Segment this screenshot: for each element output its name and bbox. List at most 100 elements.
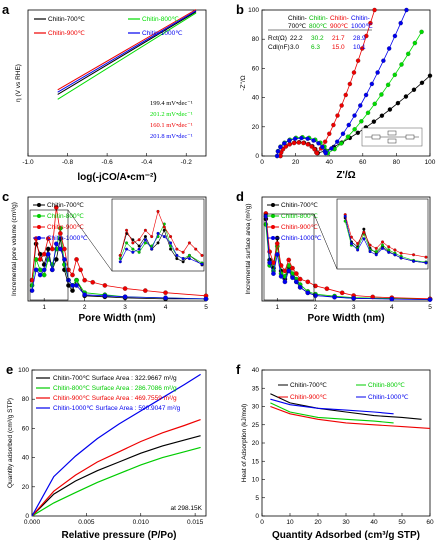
series-line-3	[31, 373, 201, 517]
inset-point	[143, 228, 147, 232]
x-tick-label: 0.000	[24, 519, 41, 526]
data-point	[286, 257, 292, 263]
data-point	[372, 7, 377, 13]
legend-label: Chitin-1000℃	[47, 235, 88, 242]
inset-point	[374, 246, 378, 250]
inset-point	[131, 241, 135, 245]
inset-point	[118, 253, 122, 257]
x-tick-label: 0.005	[78, 519, 95, 526]
data-point	[90, 279, 96, 285]
inset-point	[137, 238, 141, 242]
data-point	[305, 142, 311, 147]
data-point	[163, 290, 168, 295]
series-line-1	[270, 402, 394, 424]
data-point	[398, 20, 403, 26]
data-point	[340, 131, 346, 136]
series-line-0	[57, 11, 197, 95]
data-point	[267, 249, 272, 255]
inset-point	[374, 250, 378, 254]
table-header: Chitin-	[330, 15, 349, 22]
y-tick-label: 35	[252, 385, 260, 392]
inset-point	[387, 245, 391, 249]
panel-letter: a	[2, 2, 10, 17]
data-point	[54, 205, 59, 210]
data-point	[41, 251, 47, 257]
inset-point	[181, 260, 185, 264]
y-axis-label: η (V vs RHE)	[15, 64, 22, 102]
data-point	[291, 140, 297, 146]
inset-point	[381, 240, 385, 244]
data-point	[49, 267, 55, 273]
data-point	[301, 140, 306, 146]
inset-point	[118, 260, 122, 264]
data-point	[347, 81, 353, 87]
data-point	[372, 101, 377, 107]
table-cell: 21.7	[332, 35, 345, 42]
y-axis-label: Incremental surface area (m²/g)	[245, 203, 252, 294]
data-point	[305, 136, 310, 141]
data-point	[203, 296, 209, 302]
inset-point	[424, 255, 428, 259]
x-tick-label: 2	[314, 304, 318, 311]
inset-point	[399, 256, 403, 260]
data-point	[267, 260, 272, 265]
inset-point	[194, 247, 198, 251]
data-point	[294, 271, 299, 276]
y-tick-label: 20	[22, 484, 30, 491]
y-tick-label: 20	[252, 440, 260, 447]
table-header: 900℃	[330, 23, 349, 30]
x-tick-label: 3	[352, 304, 356, 311]
legend-marker	[37, 214, 41, 218]
inset-point	[162, 228, 166, 232]
x-tick-label: 20	[314, 519, 322, 526]
y-axis-label: Quantity adsorbed (cm³/g STP)	[7, 398, 14, 488]
data-point	[58, 231, 63, 236]
data-point	[343, 92, 348, 98]
data-point	[62, 246, 67, 252]
table-cell: 6.3	[311, 44, 320, 51]
series-line-0	[31, 435, 201, 517]
data-point	[286, 268, 292, 274]
data-point	[74, 283, 79, 288]
x-axis-label: Quantity Adsorbed (cm³/g STP)	[272, 530, 420, 541]
legend-marker	[271, 236, 275, 240]
data-point	[387, 107, 393, 112]
inset-point	[374, 253, 378, 257]
inset-point	[175, 253, 179, 257]
legend-label: Chitin-800℃	[368, 382, 406, 389]
data-point	[66, 283, 71, 288]
data-point	[122, 286, 128, 291]
data-point	[327, 131, 332, 136]
data-point	[313, 293, 318, 298]
inset-point	[150, 235, 154, 239]
data-point	[369, 81, 375, 87]
y-tick-label: 30	[252, 404, 260, 411]
legend-label: Chitin-700℃	[281, 202, 319, 209]
inset-point	[393, 253, 397, 257]
table-cell: Rct(Ω)	[268, 35, 287, 42]
panel-letter: d	[236, 189, 244, 204]
zoom-box	[263, 213, 315, 301]
data-point	[427, 297, 433, 302]
inset-point	[200, 253, 204, 257]
panel-letter: e	[6, 362, 13, 377]
legend-label: Chitin-800℃ Surface Area : 286.7086 m²/g	[53, 385, 177, 392]
data-point	[74, 277, 79, 283]
table-header: Chitin-	[288, 15, 307, 22]
y-tick-label: 0	[25, 513, 29, 520]
data-point	[62, 257, 67, 262]
data-point	[54, 257, 59, 262]
panel-d: d 1 2 3 4 5 Pore Width (nm) Incremental surface…	[236, 189, 433, 324]
x-tick-label: 0	[260, 519, 264, 526]
inset-point	[362, 227, 366, 231]
x-tick-label: 3	[123, 304, 127, 311]
data-point	[143, 288, 148, 293]
slope-label: 160.1 mV•dec⁻¹	[150, 122, 193, 129]
y-tick-label: 40	[22, 455, 30, 462]
x-tick-label: -0.8	[62, 159, 74, 166]
data-point	[294, 279, 299, 285]
series-line-1	[265, 224, 431, 300]
y-tick-label: 25	[252, 422, 260, 429]
x-tick-label: -0.6	[102, 159, 114, 166]
panel-letter: c	[2, 189, 9, 204]
